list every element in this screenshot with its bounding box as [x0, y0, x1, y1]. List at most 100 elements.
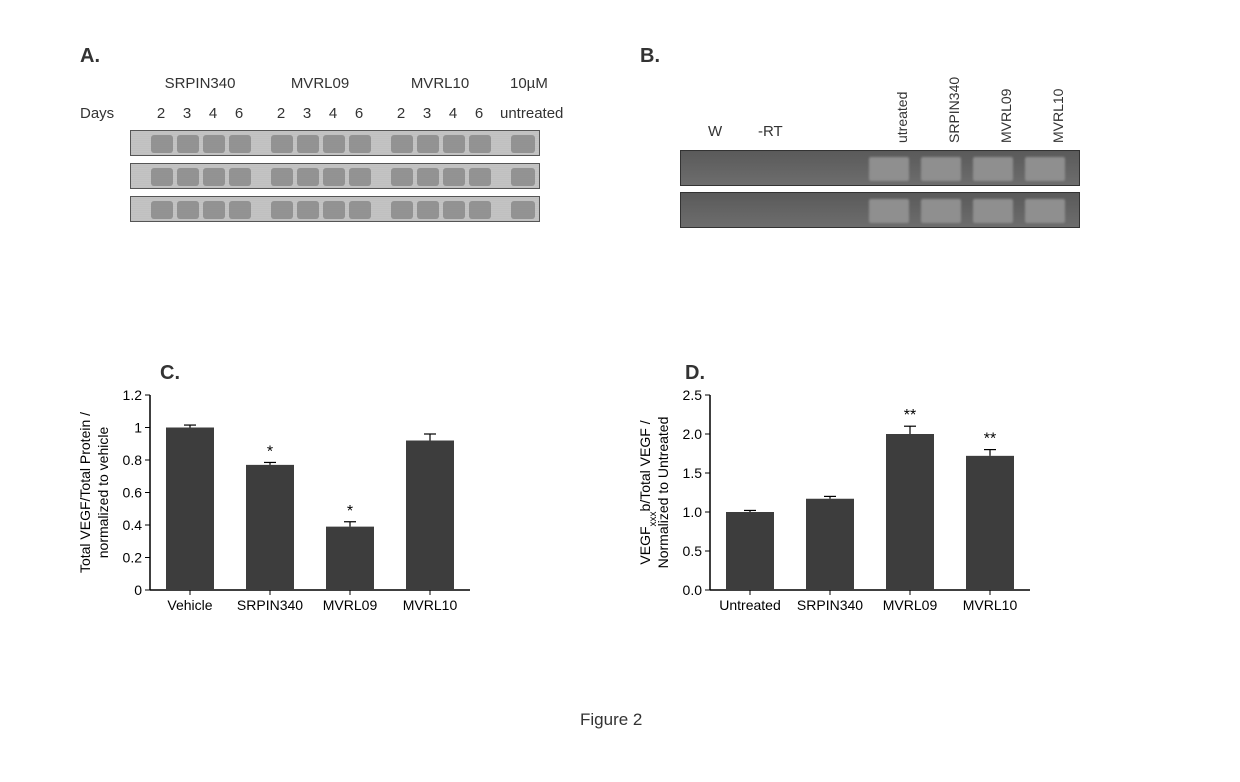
blot-band-smear — [417, 201, 439, 219]
blot-band-smear — [511, 135, 535, 153]
blot-band-smear — [297, 201, 319, 219]
y-axis-label: Total VEGF/Total Protein /normalized to … — [80, 412, 111, 573]
bar — [886, 434, 934, 590]
x-tick-label: MVRL10 — [403, 597, 458, 613]
panel-c-label: C. — [160, 362, 180, 385]
panel-b-gels: VEGF165 GAPDH — [680, 150, 1080, 234]
y-tick-label: 2.0 — [683, 426, 703, 442]
blot-band-smear — [391, 135, 413, 153]
blot-row: SRSF1 — [130, 130, 540, 156]
blot-band-smear — [511, 168, 535, 186]
y-tick-label: 1.2 — [123, 387, 143, 403]
x-tick-label: MVRL09 — [323, 597, 378, 613]
panel-a-treatment-2: MVRL10 — [390, 75, 490, 92]
y-tick-label: 1.5 — [683, 465, 703, 481]
panel-d: D. 0.00.51.01.52.02.5UntreatedSRPIN340**… — [640, 380, 1120, 700]
x-tick-label: Untreated — [719, 597, 780, 613]
blot-band-smear — [469, 135, 491, 153]
blot-band-smear — [271, 135, 293, 153]
x-tick-label: SRPIN340 — [797, 597, 863, 613]
gel-band — [869, 157, 909, 181]
blot-band-smear — [297, 168, 319, 186]
blot-band-smear — [417, 135, 439, 153]
blot-band-smear — [177, 168, 199, 186]
panel-a-day: 4 — [202, 105, 224, 122]
gel-row: GAPDH — [680, 192, 1080, 228]
blot-band-smear — [391, 201, 413, 219]
y-tick-label: 0.6 — [123, 485, 143, 501]
panel-a-days-label: Days — [80, 105, 114, 122]
panel-b: B. W-RTutreatedSRPIN340MVRL09MVRL10 VEGF… — [640, 45, 1120, 275]
blot-band-smear — [203, 168, 225, 186]
x-tick-label: SRPIN340 — [237, 597, 303, 613]
gel-band — [921, 157, 961, 181]
bar — [326, 527, 374, 590]
panel-a-day: 6 — [228, 105, 250, 122]
bar — [166, 428, 214, 591]
panel-a-day: 6 — [348, 105, 370, 122]
panel-a-day: 4 — [322, 105, 344, 122]
blot-band-smear — [391, 168, 413, 186]
blot-band-smear — [229, 201, 251, 219]
bar — [726, 512, 774, 590]
svg-text:Normalized to Untreated: Normalized to Untreated — [655, 417, 671, 569]
gel-lane-label: SRPIN340 — [946, 77, 962, 143]
blot-band-smear — [177, 201, 199, 219]
y-tick-label: 1 — [134, 420, 142, 436]
blot-row: Tubulin — [130, 196, 540, 222]
panel-c-chart: 00.20.40.60.811.2Vehicle*SRPIN340*MVRL09… — [80, 380, 560, 650]
panel-a-day: 4 — [442, 105, 464, 122]
panel-b-label: B. — [640, 45, 660, 68]
blot-band-smear — [203, 135, 225, 153]
y-tick-label: 1.0 — [683, 504, 703, 520]
blot-row: SRPK1 — [130, 163, 540, 189]
blot-band-smear — [323, 168, 345, 186]
significance-marker: ** — [904, 407, 916, 424]
gel-lane-label: -RT — [758, 123, 783, 140]
blot-band-smear — [151, 201, 173, 219]
blot-band-smear — [271, 201, 293, 219]
significance-marker: ** — [984, 431, 996, 448]
blot-band-smear — [203, 201, 225, 219]
gel-row: VEGF165 — [680, 150, 1080, 186]
blot-band-smear — [443, 201, 465, 219]
panel-a-label: A. — [80, 45, 100, 68]
panel-a-untreated-label: untreated — [500, 105, 563, 122]
y-tick-label: 2.5 — [683, 387, 703, 403]
gel-band — [973, 157, 1013, 181]
blot-band-smear — [151, 135, 173, 153]
gel-band — [973, 199, 1013, 223]
panel-a-blots: SRSF1SRPK1Tubulin — [130, 130, 510, 229]
x-tick-label: MVRL09 — [883, 597, 938, 613]
panel-b-lane-labels: W-RTutreatedSRPIN340MVRL09MVRL10 — [680, 65, 1080, 145]
gel-band — [921, 199, 961, 223]
y-tick-label: 0 — [134, 582, 142, 598]
blot-band-smear — [177, 135, 199, 153]
svg-text:Total VEGF/Total Protein /: Total VEGF/Total Protein / — [80, 412, 93, 573]
panel-d-chart: 0.00.51.01.52.02.5UntreatedSRPIN340**MVR… — [640, 380, 1120, 650]
gel-band — [1025, 199, 1065, 223]
gel-lane-label: W — [708, 123, 722, 140]
blot-band-smear — [443, 135, 465, 153]
blot-band-smear — [349, 201, 371, 219]
blot-band-smear — [271, 168, 293, 186]
gel-band — [1025, 157, 1065, 181]
blot-band-smear — [469, 201, 491, 219]
y-axis-label: VEGFxxxb/Total VEGF /Normalized to Untre… — [640, 417, 671, 569]
panel-c: C. 00.20.40.60.811.2Vehicle*SRPIN340*MVR… — [80, 380, 560, 700]
panel-a-treatment-0: SRPIN340 — [150, 75, 250, 92]
panel-d-label: D. — [685, 362, 705, 385]
panel-a-day: 3 — [296, 105, 318, 122]
blot-band-smear — [469, 168, 491, 186]
gel-lane-label: MVRL10 — [1050, 89, 1066, 143]
panel-a-day: 3 — [416, 105, 438, 122]
panel-a-day: 2 — [150, 105, 172, 122]
blot-band-smear — [229, 135, 251, 153]
panel-a-day: 3 — [176, 105, 198, 122]
bar — [806, 499, 854, 590]
blot-band-smear — [349, 168, 371, 186]
y-tick-label: 0.8 — [123, 452, 143, 468]
blot-band-smear — [151, 168, 173, 186]
blot-band-smear — [443, 168, 465, 186]
panel-a: A. SRPIN340 MVRL09 MVRL10 10µM Days 2346… — [80, 45, 560, 275]
